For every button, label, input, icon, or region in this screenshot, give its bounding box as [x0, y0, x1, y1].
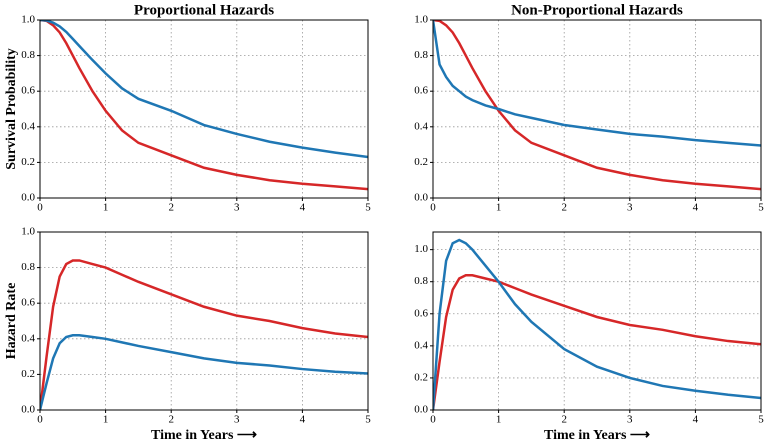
line-series: [40, 20, 368, 191]
y-tick-label: 0.6: [414, 307, 428, 319]
y-tick-label: 0.4: [414, 339, 428, 351]
x-tick-label: 4: [693, 202, 699, 214]
x-tick-label: 0: [37, 202, 43, 214]
x-tick-label: 1: [496, 202, 502, 214]
x-tick-label: 5: [758, 414, 764, 426]
x-tick-label: 3: [627, 414, 633, 426]
y-tick-label: 0.8: [21, 261, 35, 273]
y-tick-label: 1.0: [21, 226, 35, 238]
y-tick-label: 0.4: [21, 332, 35, 344]
y-tick-label: 0.6: [21, 85, 35, 97]
x-tick-label: 4: [300, 202, 306, 214]
y-tick-label: 0.8: [414, 275, 428, 287]
line-series: [433, 20, 761, 191]
line-series: [40, 20, 368, 159]
y-tick-label: 0.0: [21, 404, 35, 416]
y-tick-label: 0.4: [21, 120, 35, 132]
y-tick-label: 0.2: [414, 371, 428, 383]
line-series: [433, 274, 761, 410]
y-tick-label: 0.6: [21, 297, 35, 309]
x-tick-label: 3: [234, 414, 240, 426]
y-tick-label: 0.6: [414, 85, 428, 97]
line-series: [40, 333, 368, 410]
line-series: [40, 259, 368, 410]
y-axis-label: Survival Probability: [4, 48, 19, 169]
y-tick-label: 0.2: [21, 156, 35, 168]
x-axis-label: Time in Years ⟶: [151, 428, 257, 443]
y-tick-label: 1.0: [414, 14, 428, 26]
x-tick-label: 3: [627, 202, 633, 214]
line-series: [433, 238, 761, 410]
x-tick-label: 2: [561, 202, 567, 214]
chart-title: Proportional Hazards: [134, 2, 274, 18]
plot-frame: [432, 231, 762, 411]
x-tick-label: 3: [234, 202, 240, 214]
y-tick-label: 0.2: [21, 368, 35, 380]
x-axis-label: Time in Years ⟶: [544, 428, 650, 443]
y-tick-label: 1.0: [21, 14, 35, 26]
x-tick-label: 2: [168, 202, 174, 214]
plot-frame: [39, 231, 369, 411]
x-tick-label: 0: [430, 414, 436, 426]
x-tick-label: 2: [561, 414, 567, 426]
y-axis-label: Hazard Rate: [4, 283, 19, 360]
x-tick-label: 0: [37, 414, 43, 426]
x-tick-label: 5: [758, 202, 764, 214]
y-tick-label: 1.0: [414, 243, 428, 255]
y-tick-label: 0.4: [414, 120, 428, 132]
plot-frame: [39, 19, 369, 199]
y-tick-label: 0.2: [414, 156, 428, 168]
x-tick-label: 2: [168, 414, 174, 426]
x-tick-label: 5: [365, 202, 371, 214]
x-tick-label: 1: [496, 414, 502, 426]
y-tick-label: 0.8: [21, 49, 35, 61]
y-tick-label: 0.0: [414, 192, 428, 204]
x-tick-label: 1: [103, 202, 109, 214]
line-series: [433, 20, 761, 147]
x-tick-label: 5: [365, 414, 371, 426]
y-tick-label: 0.0: [414, 404, 428, 416]
x-tick-label: 0: [430, 202, 436, 214]
x-tick-label: 4: [300, 414, 306, 426]
y-tick-label: 0.0: [21, 192, 35, 204]
x-tick-label: 4: [693, 414, 699, 426]
plot-frame: [432, 19, 762, 199]
y-tick-label: 0.8: [414, 49, 428, 61]
chart-title: Non-Proportional Hazards: [511, 2, 683, 18]
x-tick-label: 1: [103, 414, 109, 426]
